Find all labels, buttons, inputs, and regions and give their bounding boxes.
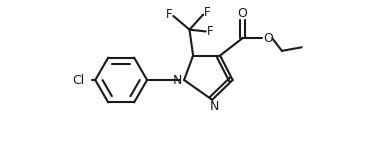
- Text: O: O: [237, 7, 247, 20]
- Text: F: F: [166, 8, 172, 21]
- Text: O: O: [263, 32, 273, 45]
- Text: F: F: [207, 25, 213, 38]
- Text: F: F: [204, 6, 211, 19]
- Text: N: N: [173, 73, 182, 87]
- Text: N: N: [209, 100, 219, 113]
- Text: Cl: Cl: [72, 73, 85, 87]
